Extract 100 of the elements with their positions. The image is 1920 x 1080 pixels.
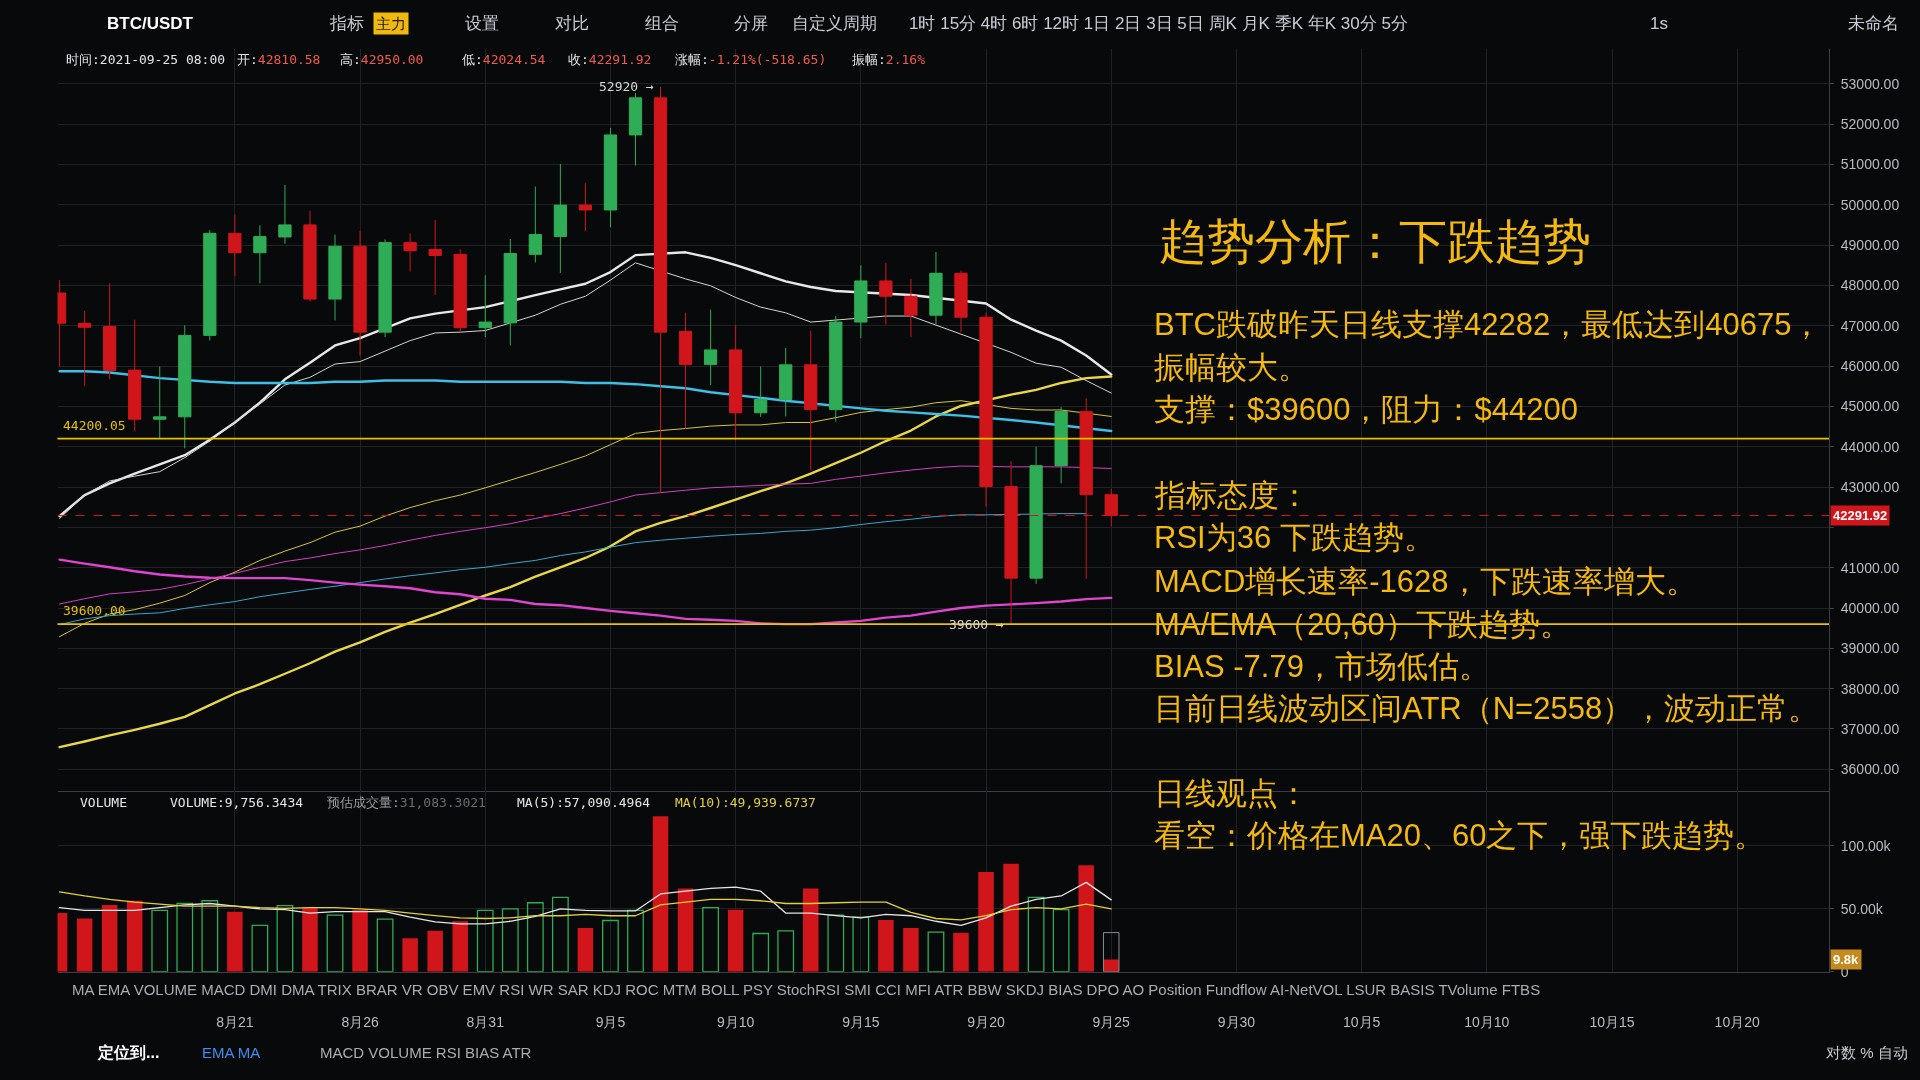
annotation: BIAS -7.79，市场低估。 (1154, 649, 1490, 684)
bar (352, 909, 368, 972)
annotation: 预估成交量:31,083.3021 (327, 795, 486, 810)
bar (978, 872, 994, 972)
x-tick-label: 8月26 (341, 1013, 379, 1030)
y-tick-label: 53000.00 (1840, 75, 1900, 92)
annotation: 目前日线波动区间ATR（N=2558），波动正常。 (1154, 691, 1820, 726)
y-tick-label: 49000.00 (1840, 236, 1900, 253)
candlestick (403, 232, 417, 273)
y-tick-label: 39000.00 (1840, 640, 1900, 657)
bar (827, 914, 845, 972)
candlestick (453, 248, 467, 332)
bar (376, 918, 394, 972)
candlestick (503, 238, 517, 346)
bar (1102, 932, 1120, 972)
annotation: 52920 → (599, 79, 654, 94)
annotation: 涨幅:-1.21%(-518.65) (675, 52, 827, 67)
bar (752, 932, 770, 972)
annotation: MA(10):49,939.6737 (675, 795, 816, 810)
chart-title: BTC/USDT (107, 14, 194, 33)
y-tick-label: 44000.00 (1840, 438, 1900, 455)
candlestick (879, 262, 893, 325)
bar (702, 906, 720, 972)
line-series (58, 891, 1112, 921)
candlestick (1029, 446, 1043, 585)
bar (577, 928, 594, 972)
text: 分屏 (734, 14, 768, 33)
candlestick (253, 224, 267, 284)
bar (476, 909, 494, 972)
y-tick-label: 100.00k (1840, 837, 1892, 854)
bar (501, 908, 519, 972)
annotation: 振幅:2.16% (852, 52, 926, 67)
candlestick (303, 210, 317, 302)
x-tick-label: 8月31 (466, 1013, 505, 1030)
candlestick (603, 127, 618, 228)
annotation: VOLUME:9,756.3434 (170, 795, 304, 810)
annotation: BTC跌破昨天日线支撑42282，最低达到40675， (1154, 307, 1823, 342)
bar (727, 909, 744, 972)
bar (777, 930, 795, 972)
line-series (59, 465, 1112, 605)
bar (802, 888, 819, 972)
x-tick-label: 10月5 (1342, 1013, 1381, 1030)
candlestick (1054, 406, 1068, 484)
annotation: 低:42024.54 (462, 52, 546, 67)
y-tick-label: 52000.00 (1840, 115, 1900, 132)
bar (852, 916, 870, 972)
text: 未命名 (1848, 14, 1899, 33)
candlestick (203, 229, 217, 342)
candlestick (904, 278, 918, 338)
annotation: MA(5):57,090.4964 (517, 795, 651, 810)
candlestick (328, 234, 342, 321)
bar (227, 911, 243, 972)
y-tick-label: 41000.00 (1840, 559, 1900, 576)
x-tick-label: 10月10 (1464, 1013, 1510, 1030)
bar (402, 938, 418, 972)
candlestick (779, 347, 793, 417)
line-series (58, 375, 1113, 749)
bar (1052, 909, 1070, 972)
y-tick-label: 50.00k (1840, 900, 1884, 917)
y-tick-label: 37000.00 (1840, 720, 1900, 737)
bar (602, 919, 619, 972)
candlestick (153, 365, 167, 439)
y-tick-label: 50000.00 (1840, 196, 1900, 213)
bar (427, 930, 443, 972)
text: MACD VOLUME RSI BIAS ATR (320, 1044, 532, 1061)
text: 设置 (465, 14, 499, 33)
bar (677, 888, 694, 972)
bar (1027, 896, 1045, 972)
bar (276, 904, 294, 972)
text: 自定义周期 (792, 14, 877, 33)
candlestick (478, 274, 492, 338)
bar (652, 816, 669, 972)
x-tick-label: 9月25 (1092, 1013, 1131, 1030)
candlestick (829, 315, 843, 423)
annotation: 9.8k (1833, 952, 1860, 967)
candlestick (77, 310, 92, 387)
x-tick-label: 9月30 (1217, 1013, 1256, 1030)
candlestick (578, 182, 593, 232)
annotation: 看空：价格在MA20、60之下，强下跌趋势。 (1154, 818, 1766, 853)
candlestick (278, 184, 292, 245)
y-tick-label: 36000.00 (1840, 761, 1900, 778)
bar (903, 928, 919, 972)
text: EMA MA (202, 1044, 261, 1061)
text: MA EMA VOLUME MACD DMI DMA TRIX BRAR VR OBV EMV RSI WR SAR KDJ ROC MTM BOLL PSY StochRSI SMI CCI MFI ATR BBW SKDJ BIAS DPO AO Position Fundflow AI-NetVOL LSUR BASIS TVolume FTBS (72, 981, 1541, 998)
candlestick (128, 319, 142, 432)
candlestick (378, 238, 392, 338)
bar (1003, 863, 1019, 972)
annotation: 时间:2021-09-25 08:00 (66, 52, 226, 67)
x-tick-label: 9月10 (716, 1013, 755, 1030)
candlestick (178, 324, 192, 449)
annotation: 支撑：$39600，阻力：$44200 (1154, 392, 1578, 427)
line-series (58, 370, 1113, 433)
candlestick (678, 312, 693, 430)
candlestick (353, 230, 367, 357)
y-tick-label: 40000.00 (1840, 599, 1900, 616)
bar (126, 900, 143, 972)
text: 1s (1650, 14, 1668, 33)
x-tick-label: 10月20 (1714, 1013, 1760, 1030)
text: 对数 % 自动 (1826, 1044, 1908, 1061)
x-tick-label: 8月21 (216, 1013, 254, 1030)
